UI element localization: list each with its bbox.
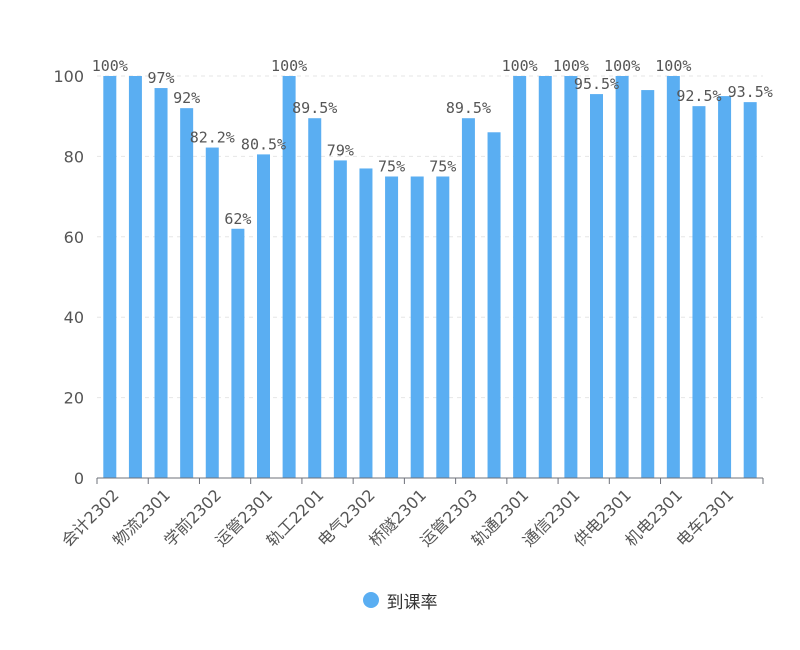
data-label: 97%: [147, 69, 174, 87]
data-label: 100%: [271, 57, 307, 75]
bar: [487, 132, 501, 478]
bar: [282, 76, 296, 478]
y-tick-label: 0: [74, 469, 84, 488]
data-label: 92.5%: [676, 87, 721, 105]
data-label: 95.5%: [574, 75, 619, 93]
y-tick-label: 40: [64, 308, 84, 327]
data-label: 92%: [173, 89, 200, 107]
bar: [308, 118, 322, 479]
data-label: 100%: [502, 57, 538, 75]
data-label: 79%: [327, 141, 354, 159]
grid-layer: [97, 75, 763, 399]
y-axis: 0 20 40 60 80 100: [53, 67, 84, 488]
data-label: 80.5%: [241, 135, 286, 153]
bar: [461, 118, 475, 479]
bar: [692, 106, 706, 479]
data-label: 100%: [553, 57, 589, 75]
bar: [205, 147, 219, 478]
bar: [564, 76, 578, 478]
bar: [436, 176, 450, 478]
bar: [385, 176, 399, 478]
bar: [743, 102, 757, 478]
bar: [180, 108, 194, 478]
bar: [231, 228, 245, 478]
bar: [538, 76, 552, 478]
data-label: 75%: [429, 158, 456, 176]
bar: [257, 154, 270, 478]
data-label: 62%: [224, 210, 251, 228]
bars-layer: [103, 76, 757, 479]
bar: [410, 176, 424, 478]
x-axis: 会计2302物流2301学前2302运管2301轨工2201电气2302桥隧23…: [58, 477, 764, 550]
data-label: 93.5%: [728, 83, 773, 101]
legend: 到课率: [0, 585, 800, 615]
bar: [641, 90, 655, 478]
data-label: 75%: [378, 158, 405, 176]
bar: [359, 168, 373, 478]
data-label: 100%: [92, 57, 128, 75]
y-tick-label: 20: [64, 389, 84, 408]
bar: [513, 76, 527, 478]
bar: [718, 96, 732, 478]
data-label: 100%: [655, 57, 691, 75]
bar: [103, 76, 117, 478]
data-labels-layer: 100% 97% 92% 82.2% 62% 80.5% 100% 89.5% 79% 75% 75…: [92, 57, 773, 228]
y-tick-label: 80: [64, 147, 84, 166]
bar: [666, 76, 680, 478]
bar: [333, 160, 347, 479]
data-label: 89.5%: [446, 99, 491, 117]
legend-marker-icon: [362, 592, 379, 608]
legend-item[interactable]: 到课率: [362, 588, 438, 613]
data-label: 89.5%: [292, 99, 337, 117]
legend-label: 到课率: [386, 592, 438, 613]
bar: [590, 94, 603, 478]
bar: [128, 76, 142, 478]
y-tick-label: 100: [53, 67, 84, 86]
bar: [615, 76, 629, 478]
data-label: 82.2%: [190, 129, 235, 147]
y-tick-label: 60: [64, 228, 84, 247]
bar: [154, 88, 168, 478]
data-label: 100%: [604, 57, 640, 75]
